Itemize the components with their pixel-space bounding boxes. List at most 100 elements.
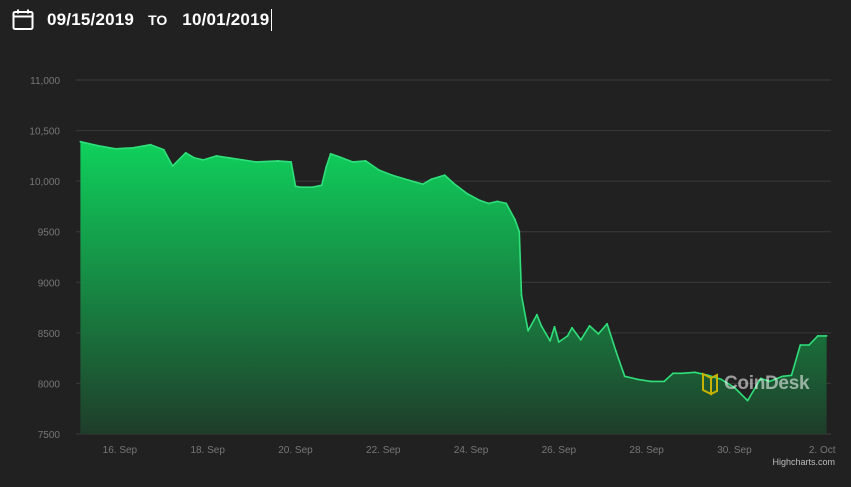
data-point xyxy=(228,157,231,159)
data-point xyxy=(452,182,455,185)
data-point xyxy=(799,344,802,346)
highcharts-credits[interactable]: Highcharts.com xyxy=(772,457,835,467)
data-point xyxy=(465,192,468,195)
data-point xyxy=(478,199,481,202)
data-point xyxy=(299,186,301,189)
data-point xyxy=(637,378,639,381)
data-point xyxy=(623,375,626,378)
data-point xyxy=(277,160,279,162)
y-tick-label: 8000 xyxy=(38,379,61,390)
x-tick-label: 22. Sep xyxy=(366,445,401,456)
data-point xyxy=(746,399,749,402)
data-point xyxy=(571,326,573,329)
x-tick-label: 16. Sep xyxy=(103,445,138,456)
data-point xyxy=(193,157,196,159)
data-point xyxy=(255,161,257,163)
data-point xyxy=(549,340,551,342)
data-point xyxy=(421,183,424,186)
data-point xyxy=(404,178,407,181)
data-point xyxy=(329,152,332,155)
to-label: TO xyxy=(148,12,168,28)
data-point xyxy=(615,350,617,352)
data-point xyxy=(790,374,793,377)
data-point xyxy=(79,140,82,143)
x-tick-label: 28. Sep xyxy=(629,445,664,456)
data-point xyxy=(825,335,828,337)
data-point xyxy=(294,185,297,188)
data-point xyxy=(162,148,165,151)
data-point xyxy=(364,160,367,162)
watermark-text: CoinDesk xyxy=(724,373,810,394)
y-tick-label: 11,000 xyxy=(30,76,60,87)
data-point xyxy=(171,165,174,167)
x-tick-label: 2. Oct xyxy=(809,445,836,456)
data-point xyxy=(579,339,582,341)
data-point xyxy=(768,380,771,383)
calendar-icon[interactable] xyxy=(12,9,34,31)
y-tick-label: 7500 xyxy=(38,430,61,441)
data-points xyxy=(79,140,828,402)
data-point xyxy=(588,324,591,327)
x-tick-label: 24. Sep xyxy=(454,445,489,456)
data-point xyxy=(215,155,218,157)
data-point xyxy=(325,166,328,168)
data-point xyxy=(505,202,508,205)
x-tick-label: 30. Sep xyxy=(717,445,752,456)
data-point xyxy=(132,146,135,149)
date-range-bar: 09/15/2019 TO 10/01/2019 xyxy=(12,7,273,33)
data-point xyxy=(733,386,736,389)
data-point xyxy=(557,341,560,343)
price-area-fill xyxy=(80,141,827,434)
y-tick-label: 9500 xyxy=(38,228,61,239)
data-point xyxy=(540,324,543,327)
data-point xyxy=(114,147,117,150)
data-point xyxy=(536,313,538,316)
data-point xyxy=(553,325,556,328)
data-point xyxy=(338,156,341,158)
data-point xyxy=(650,380,652,383)
data-point xyxy=(520,294,523,297)
data-point xyxy=(518,230,521,233)
data-point xyxy=(487,202,490,205)
y-tick-label: 10,500 xyxy=(29,127,60,138)
data-point xyxy=(97,144,99,147)
data-point xyxy=(816,335,819,337)
data-point xyxy=(781,375,784,378)
data-point xyxy=(527,329,529,332)
data-point xyxy=(149,143,152,146)
data-point xyxy=(378,169,380,171)
coindesk-logo-icon xyxy=(702,372,718,396)
text-caret xyxy=(271,9,273,31)
data-point xyxy=(808,344,810,346)
data-point xyxy=(680,372,683,375)
data-point xyxy=(720,378,723,381)
data-point xyxy=(606,322,608,325)
data-point xyxy=(566,335,569,337)
data-point xyxy=(312,186,314,189)
end-date[interactable]: 10/01/2019 xyxy=(182,10,270,29)
data-point xyxy=(202,159,205,161)
data-point xyxy=(672,372,674,375)
y-tick-label: 9000 xyxy=(38,278,61,289)
data-point xyxy=(514,218,516,221)
start-date[interactable]: 09/15/2019 xyxy=(47,10,135,29)
data-point xyxy=(241,159,244,161)
data-point xyxy=(290,161,292,163)
price-line xyxy=(80,140,827,402)
data-point xyxy=(184,151,187,154)
y-tick-label: 10,000 xyxy=(29,177,60,188)
data-point xyxy=(759,377,762,380)
x-tick-label: 20. Sep xyxy=(278,445,313,456)
x-tick-label: 26. Sep xyxy=(542,445,577,456)
data-point xyxy=(496,200,499,203)
data-point xyxy=(443,174,446,177)
data-point xyxy=(694,371,696,374)
data-point xyxy=(663,380,666,383)
y-axis: 11,000 10,500 10,000 9500 9000 8500 8000 7500 xyxy=(29,76,60,441)
data-point xyxy=(391,174,393,177)
data-point xyxy=(430,178,433,181)
data-point xyxy=(597,333,600,335)
coindesk-watermark: CoinDesk xyxy=(700,371,810,397)
y-tick-label: 8500 xyxy=(38,329,61,340)
